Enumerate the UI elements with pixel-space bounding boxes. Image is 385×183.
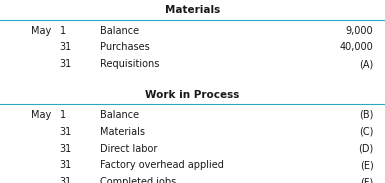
Text: Factory overhead applied: Factory overhead applied (100, 160, 224, 171)
Text: 9,000: 9,000 (346, 26, 373, 36)
Text: (D): (D) (358, 144, 373, 154)
Text: (F): (F) (360, 177, 373, 183)
Text: (C): (C) (359, 127, 373, 137)
Text: 31: 31 (60, 144, 72, 154)
Text: 31: 31 (60, 160, 72, 171)
Text: 1: 1 (60, 110, 66, 120)
Text: Materials: Materials (100, 127, 145, 137)
Text: Materials: Materials (165, 5, 220, 16)
Text: 31: 31 (60, 42, 72, 53)
Text: Requisitions: Requisitions (100, 59, 159, 69)
Text: (E): (E) (360, 160, 373, 171)
Text: (B): (B) (359, 110, 373, 120)
Text: 1: 1 (60, 26, 66, 36)
Text: Balance: Balance (100, 26, 139, 36)
Text: 31: 31 (60, 59, 72, 69)
Text: May: May (31, 110, 51, 120)
Text: 40,000: 40,000 (340, 42, 373, 53)
Text: 31: 31 (60, 177, 72, 183)
Text: Balance: Balance (100, 110, 139, 120)
Text: 31: 31 (60, 127, 72, 137)
Text: Work in Process: Work in Process (145, 90, 240, 100)
Text: May: May (31, 26, 51, 36)
Text: Purchases: Purchases (100, 42, 150, 53)
Text: Direct labor: Direct labor (100, 144, 157, 154)
Text: (A): (A) (359, 59, 373, 69)
Text: Completed jobs: Completed jobs (100, 177, 176, 183)
